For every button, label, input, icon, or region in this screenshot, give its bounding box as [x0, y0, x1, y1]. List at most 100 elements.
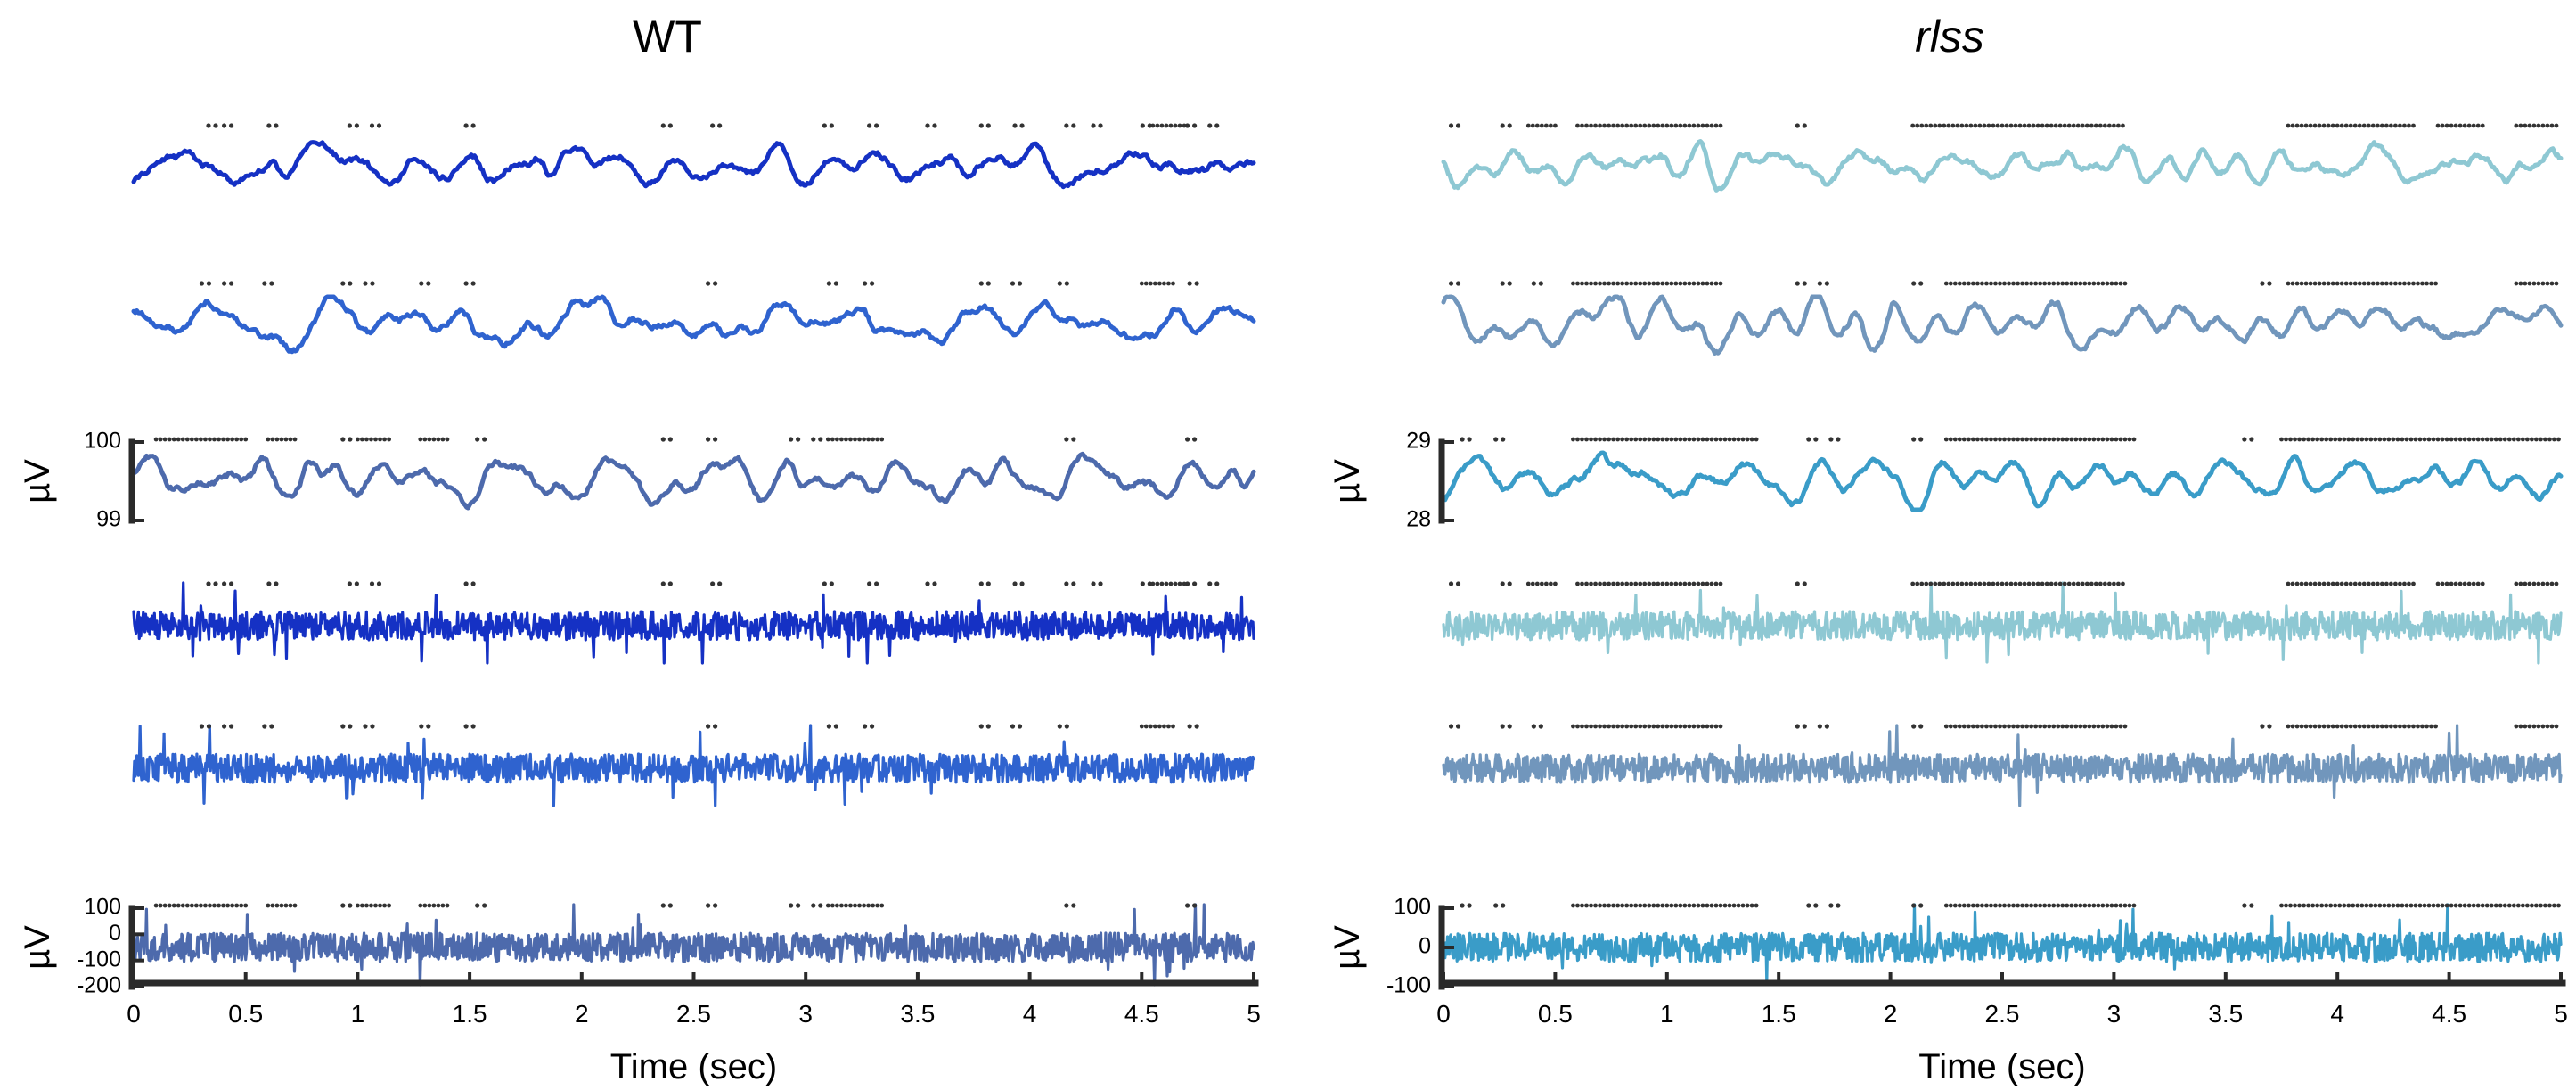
event-dot [225, 437, 230, 442]
event-dot [1933, 123, 1938, 128]
event-dot [1638, 437, 1643, 442]
event-dot [2330, 123, 2335, 128]
event-dot [2109, 281, 2114, 286]
event-dot [1012, 581, 1018, 586]
event-dot [1660, 123, 1665, 128]
event-dot [1057, 281, 1062, 286]
event-dot [2498, 903, 2503, 908]
event-dot [1678, 281, 1683, 286]
event-dot [1656, 903, 1661, 908]
trace-row-6: 100 0 -100 µV [1328, 895, 2563, 998]
event-dot [2357, 581, 2362, 586]
event-dot [1968, 123, 1974, 128]
event-dot [1611, 903, 1616, 908]
event-dot [2391, 903, 2396, 908]
event-dot [2330, 581, 2335, 586]
event-dot [2370, 281, 2376, 286]
event-dot [2475, 581, 2481, 586]
eeg-trace [131, 294, 1256, 355]
event-dot [2466, 437, 2472, 442]
event-dot [1185, 581, 1190, 586]
event-dot [1607, 724, 1611, 729]
event-dot [1678, 123, 1683, 128]
event-dot [879, 903, 885, 908]
event-dot [2078, 281, 2083, 286]
event-dot [1192, 903, 1198, 908]
event-dot [2540, 724, 2546, 729]
event-dot [2066, 581, 2072, 586]
event-dot [348, 281, 353, 286]
event-dot [2328, 903, 2334, 908]
event-dot [2121, 581, 2125, 586]
event-dot [470, 123, 476, 128]
event-dot [1924, 123, 1929, 128]
event-dot [1584, 123, 1589, 128]
event-dot [862, 437, 866, 442]
event-dot [2002, 903, 2007, 908]
event-dot [1948, 281, 1953, 286]
event-dot [1682, 903, 1688, 908]
trace-row-4 [1442, 581, 2563, 665]
event-dot [1633, 581, 1639, 586]
event-dot [2536, 281, 2541, 286]
event-dot [660, 123, 666, 128]
event-dot [2335, 123, 2340, 128]
event-dot [180, 903, 185, 908]
event-dot [1624, 437, 1630, 442]
event-dot [274, 903, 280, 908]
eeg-trace [132, 581, 1255, 665]
trace-row-1 [131, 123, 1256, 190]
event-dot [1192, 123, 1198, 128]
event-dot [2308, 581, 2313, 586]
event-dot [1660, 281, 1665, 286]
event-dot [848, 437, 853, 442]
event-dot [1531, 281, 1536, 286]
event-dot [2361, 581, 2367, 586]
event-dot [1718, 903, 1723, 908]
event-dot [2100, 724, 2106, 729]
y-tick-label: 100 [1394, 895, 1431, 920]
event-dot [1017, 281, 1023, 286]
event-dot [2545, 581, 2550, 586]
event-dot [422, 437, 428, 442]
event-dot [1064, 281, 1069, 286]
event-dot [1177, 123, 1182, 128]
event-dot [2302, 903, 2306, 908]
event-dot [1152, 724, 1157, 729]
event-dot [1713, 281, 1719, 286]
event-dot [1168, 123, 1174, 128]
event-dot [2290, 123, 2295, 128]
event-dot [2299, 724, 2304, 729]
event-dot [2308, 724, 2313, 729]
event-dot [1611, 581, 1616, 586]
event-dot [1589, 281, 1593, 286]
event-dot [1629, 581, 1634, 586]
event-dot [1795, 123, 1800, 128]
event-dot [2082, 437, 2088, 442]
event-dot [2029, 281, 2034, 286]
event-dot [2317, 123, 2322, 128]
event-dot [2370, 123, 2376, 128]
event-dot [789, 437, 794, 442]
event-dot [270, 437, 275, 442]
event-dot [228, 123, 234, 128]
event-dot [825, 437, 830, 442]
event-dot [2417, 437, 2423, 442]
event-dot [1709, 437, 1714, 442]
event-dot [2407, 281, 2411, 286]
event-dot [193, 437, 199, 442]
event-dot [463, 123, 469, 128]
event-dot [1705, 903, 1710, 908]
event-dot [1647, 437, 1652, 442]
event-dot [2122, 437, 2128, 442]
event-dot [2549, 281, 2555, 286]
event-dot [2377, 437, 2383, 442]
event-dot [2069, 724, 2074, 729]
event-dot [2100, 903, 2106, 908]
event-dot [1624, 903, 1630, 908]
event-dot [2342, 903, 2347, 908]
event-dot [1705, 437, 1710, 442]
event-dot [2352, 281, 2358, 286]
event-dot [2096, 724, 2101, 729]
event-dot [833, 281, 838, 286]
